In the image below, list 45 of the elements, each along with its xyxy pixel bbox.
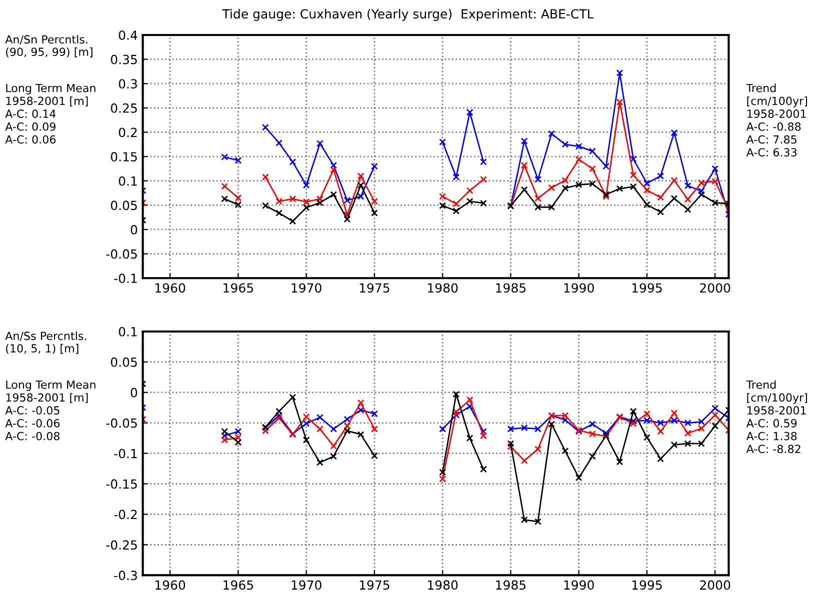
x-tick-label: 1995	[632, 580, 662, 590]
text: Trend [cm/100yr] 1958-2001 A-C: 0.59 A-C: 1.38 A-C: -8.82	[746, 380, 808, 454]
y-tick-label: 0.2	[118, 128, 137, 138]
x-tick-label: 1990	[564, 283, 594, 293]
y-axis-title: An/Ss Percntls. (10, 5, 1) [m]	[5, 331, 86, 354]
y-tick-label: 0	[130, 388, 138, 398]
x-tick-label: 1960	[156, 283, 186, 293]
y-tick-label: 0.05	[110, 200, 137, 210]
y-tick-label: -0.1	[114, 274, 137, 284]
x-tick-label: 1965	[224, 580, 253, 590]
x-tick-label: 1970	[292, 580, 322, 590]
chart-title: Tide gauge: Cuxhaven (Yearly surge) Experiment: ABE-CTL	[222, 8, 594, 21]
x-tick-label: 1965	[224, 283, 253, 293]
y-tick-label: 0.35	[110, 54, 137, 64]
y-tick-label: -0.3	[114, 570, 137, 580]
x-tick-label: 1975	[360, 580, 390, 590]
y-tick-label: -0.2	[114, 510, 137, 520]
x-tick-label: 1985	[496, 283, 526, 293]
y-tick-label: -0.15	[106, 479, 137, 489]
x-tick-label: 1980	[428, 580, 458, 590]
y-tick-label: 0.3	[118, 79, 137, 89]
x-tick-label: 1985	[496, 580, 526, 590]
y-tick-label: -0.25	[106, 540, 137, 550]
x-tick-label: 1975	[360, 283, 390, 293]
y-tick-label: -0.05	[106, 249, 137, 259]
y-tick-label: 0.1	[118, 326, 137, 336]
x-tick-label: 1980	[428, 283, 458, 293]
x-tick-label: 1995	[632, 283, 662, 293]
y-tick-label: -0.1	[114, 448, 137, 458]
x-tick-label: 1960	[156, 580, 186, 590]
text: Long Term Mean 1958-2001 [m] A-C: 0.14 A-C: 0.09 A-C: 0.06	[5, 84, 96, 144]
y-axis-title: An/Sn Percntls. (90, 95, 99) [m]	[5, 34, 92, 58]
x-tick-label: 2000	[700, 580, 730, 590]
text: Long Term Mean 1958-2001 [m] A-C: -0.05 A-C: -0.06 A-C: -0.08	[5, 380, 96, 440]
y-tick-label: 0.05	[110, 357, 137, 367]
text: Trend [cm/100yr] 1958-2001 A-C: -0.88 A-C: 7.85 A-C: 6.33	[746, 84, 808, 157]
y-tick-label: 0	[130, 224, 138, 234]
y-tick-label: -0.05	[106, 418, 137, 428]
y-tick-label: 0.1	[118, 176, 137, 186]
y-tick-label: 0.4	[118, 30, 138, 40]
x-tick-label: 1970	[292, 283, 322, 293]
y-tick-label: 0.15	[110, 152, 137, 162]
x-tick-label: 1990	[564, 580, 594, 590]
x-tick-label: 2000	[700, 283, 730, 293]
y-tick-label: 0.25	[110, 103, 137, 113]
